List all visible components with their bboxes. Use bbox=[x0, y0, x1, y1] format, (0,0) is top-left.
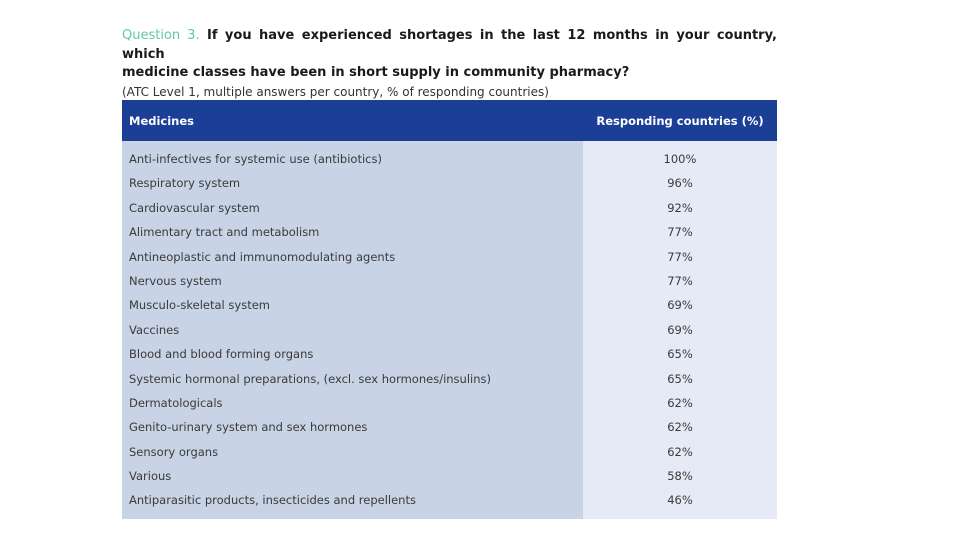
percent-cell: 62% bbox=[667, 395, 693, 410]
medicines-column: Anti-infectives for systemic use (antibi… bbox=[122, 141, 583, 519]
percent-cell: 77% bbox=[667, 273, 693, 288]
medicine-cell: Cardiovascular system bbox=[129, 200, 260, 215]
table-header: Medicines Responding countries (%) bbox=[122, 100, 777, 141]
percent-cell: 77% bbox=[667, 225, 693, 240]
header-responding-countries: Responding countries (%) bbox=[596, 113, 764, 128]
question-label: Question 3. bbox=[122, 28, 200, 43]
percent-cell: 100% bbox=[663, 152, 697, 166]
percent-cell: 96% bbox=[667, 176, 693, 191]
medicine-cell: Alimentary tract and metabolism bbox=[129, 225, 320, 240]
percent-cell: 69% bbox=[667, 322, 693, 337]
medicine-cell: Blood and blood forming organs bbox=[129, 347, 314, 362]
medicine-cell: Vaccines bbox=[129, 322, 180, 337]
question-text-line-1: If you have experienced shortages in the… bbox=[122, 28, 777, 62]
medicine-cell: Anti-infectives for systemic use (antibi… bbox=[129, 152, 382, 166]
percent-cell: 65% bbox=[667, 371, 693, 386]
table-body: Anti-infectives for systemic use (antibi… bbox=[122, 141, 777, 519]
header-medicines: Medicines bbox=[129, 113, 195, 128]
medicine-cell: Sensory organs bbox=[129, 444, 219, 459]
medicine-cell: Genito-urinary system and sex hormones bbox=[129, 420, 368, 435]
question-text-line-2: medicine classes have been in short supp… bbox=[122, 65, 630, 80]
medicine-cell: Antineoplastic and immunomodulating agen… bbox=[129, 249, 396, 264]
medicine-cell: Musculo-skeletal system bbox=[129, 298, 270, 313]
percent-cell: 46% bbox=[667, 493, 693, 508]
medicine-cell: Various bbox=[129, 469, 172, 484]
percent-column: 100% 96% 92% 77% 77% 77% 69% 69% 65% 65% 62% 62% 62%… bbox=[583, 141, 777, 519]
percent-cell: 62% bbox=[667, 444, 693, 459]
medicine-cell: Respiratory system bbox=[129, 176, 241, 191]
medicine-cell: Dermatologicals bbox=[129, 395, 223, 410]
shortage-table: Medicines Responding countries (%) Anti-… bbox=[122, 100, 777, 519]
question-subtitle: (ATC Level 1, multiple answers per count… bbox=[122, 84, 549, 99]
question-block: Question 3. If you have experienced shor… bbox=[122, 27, 777, 101]
question-line-1: Question 3. If you have experienced shor… bbox=[122, 27, 777, 64]
medicine-cell: Nervous system bbox=[129, 273, 222, 288]
medicine-cell: Antiparasitic products, insecticides and… bbox=[129, 493, 416, 508]
percent-cell: 77% bbox=[667, 249, 693, 264]
percent-cell: 62% bbox=[667, 420, 693, 435]
medicine-cell: Systemic hormonal preparations, (excl. s… bbox=[129, 371, 491, 386]
percent-cell: 58% bbox=[667, 469, 693, 484]
percent-cell: 92% bbox=[667, 200, 693, 215]
percent-cell: 65% bbox=[667, 347, 693, 362]
percent-cell: 69% bbox=[667, 298, 693, 313]
